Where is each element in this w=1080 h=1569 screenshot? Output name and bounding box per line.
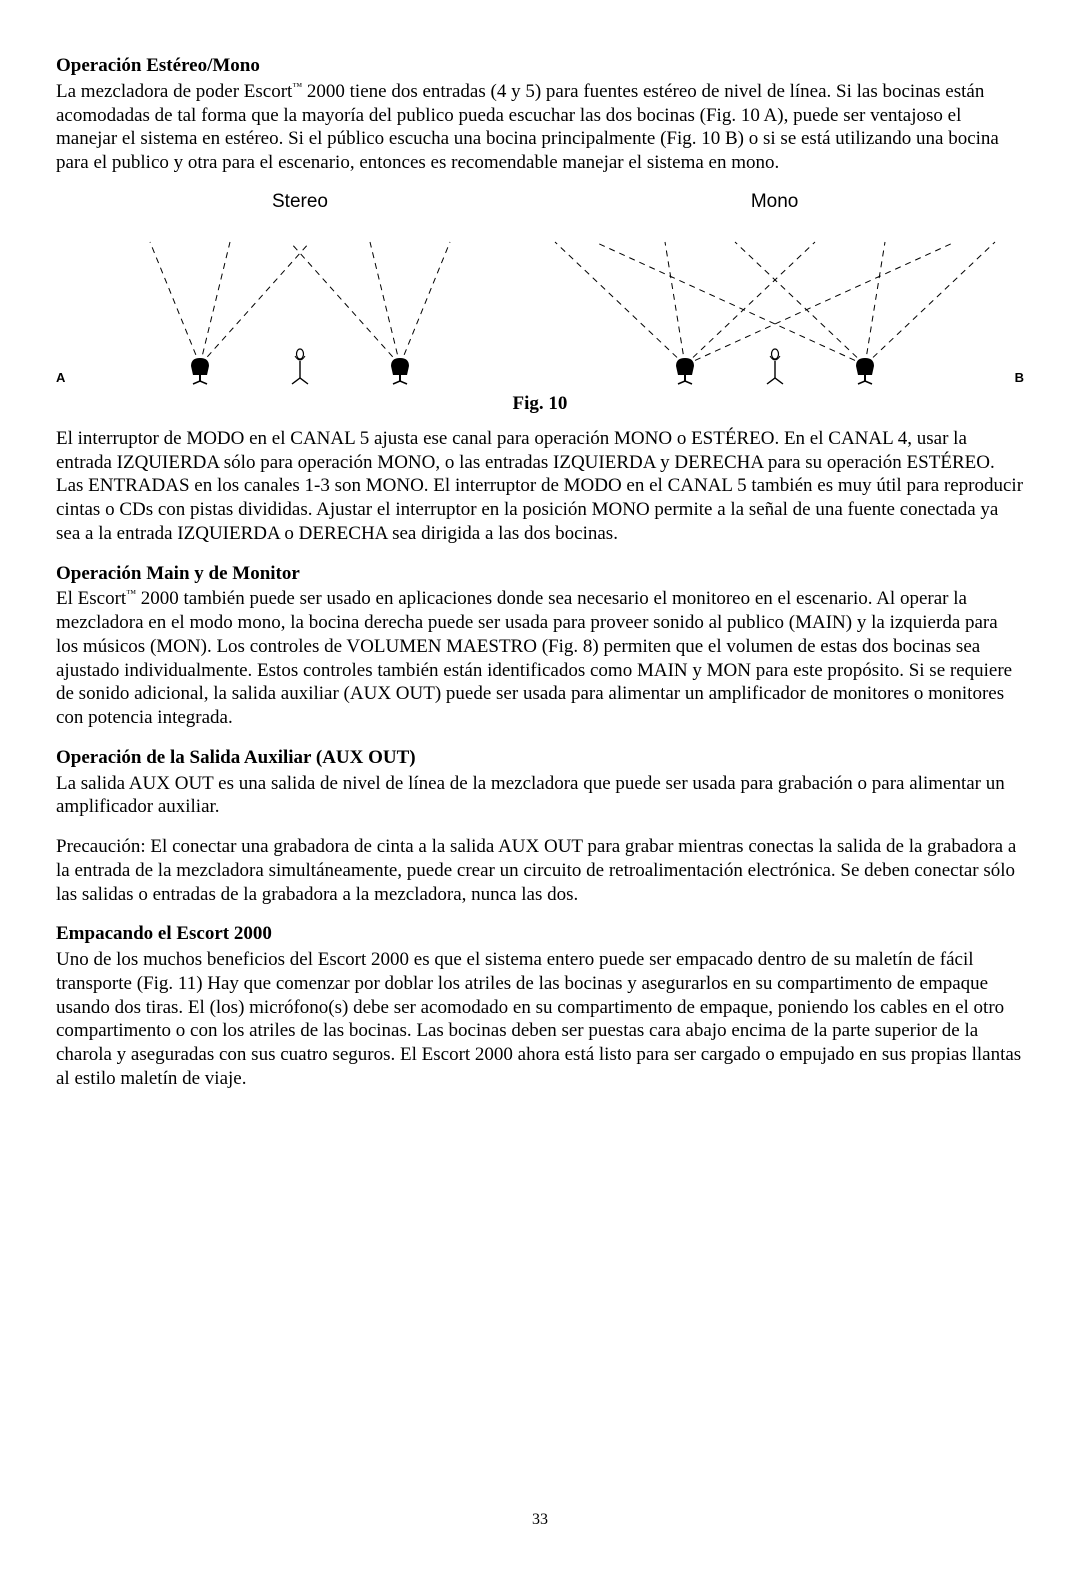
figure-label-a: A bbox=[56, 370, 65, 387]
para-s4-1: Uno de los muchos beneficios del Escort … bbox=[56, 948, 1024, 1091]
text-fragment: 2000 también puede ser usado en aplicaci… bbox=[56, 588, 1012, 728]
figure-title-mono: Mono bbox=[751, 191, 799, 213]
para-s1-2: El interruptor de MODO en el CANAL 5 aju… bbox=[56, 427, 1024, 546]
page-number: 33 bbox=[56, 1511, 1024, 1529]
text-fragment: La mezcladora de poder Escort bbox=[56, 81, 292, 102]
text-fragment: El Escort bbox=[56, 588, 126, 609]
para-s3-1: La salida AUX OUT es una salida de nivel… bbox=[56, 772, 1024, 820]
heading-packing: Empacando el Escort 2000 bbox=[56, 922, 1024, 946]
figure-label-b: B bbox=[1015, 370, 1024, 387]
para-s1-1: La mezcladora de poder Escort™ 2000 tien… bbox=[56, 80, 1024, 175]
figure-10: A Stereo Mono bbox=[56, 191, 1024, 415]
manual-page: Operación Estéreo/Mono La mezcladora de … bbox=[0, 0, 1080, 1569]
figure-title-stereo: Stereo bbox=[272, 191, 328, 213]
diagram-stereo bbox=[90, 217, 510, 387]
figure-caption: Fig. 10 bbox=[56, 393, 1024, 415]
figure-panel-stereo: Stereo bbox=[65, 191, 534, 387]
para-s2-1: El Escort™ 2000 también puede ser usado … bbox=[56, 587, 1024, 730]
trademark-symbol: ™ bbox=[126, 589, 136, 600]
figure-panel-mono: Mono bbox=[535, 191, 1015, 387]
trademark-symbol: ™ bbox=[292, 81, 302, 92]
para-s3-2: Precaución: El conectar una grabadora de… bbox=[56, 835, 1024, 906]
heading-aux-out: Operación de la Salida Auxiliar (AUX OUT… bbox=[56, 746, 1024, 770]
figure-row: A Stereo Mono bbox=[56, 191, 1024, 387]
heading-stereo-mono: Operación Estéreo/Mono bbox=[56, 54, 1024, 78]
heading-main-monitor: Operación Main y de Monitor bbox=[56, 562, 1024, 586]
diagram-mono bbox=[535, 217, 1015, 387]
